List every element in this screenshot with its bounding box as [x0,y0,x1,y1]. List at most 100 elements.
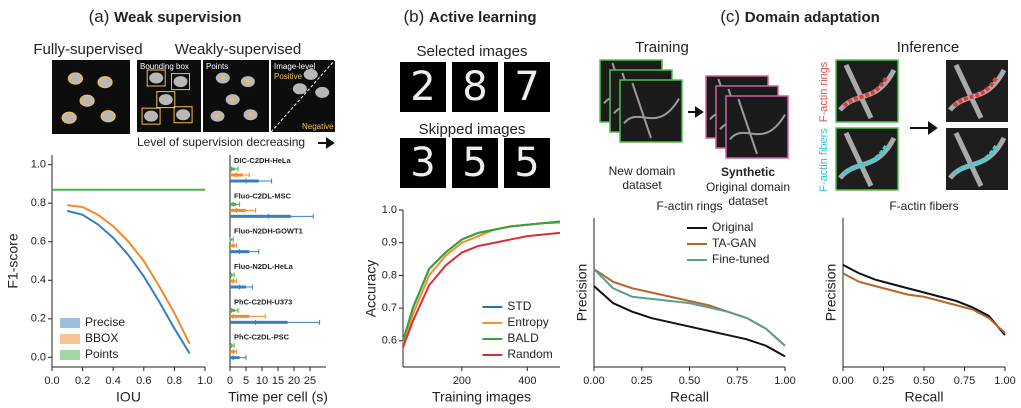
x-axis-label: Time per cell (s) [228,389,328,405]
series-line [843,265,1005,335]
panel-letter: (c) [720,7,740,26]
x-tick-label: 15 [272,375,284,387]
micro-image [620,80,682,142]
cell [98,77,112,88]
error-bar [232,308,238,313]
y-tick-label: 0.9 [382,237,397,249]
cell [68,73,82,84]
error-bar [240,285,253,290]
y-axis-label: Precision [823,264,839,322]
cell-point [216,114,220,118]
error-bar [233,349,236,354]
legend-label: Precise [85,315,125,329]
legend-label: Fine-tuned [712,252,769,266]
arrow-label: Level of supervision decreasing [137,135,305,149]
legend-label: Entropy [507,315,548,329]
category-label: PhC-C2DH-U373 [234,297,292,306]
row-label: F-actin fibers [818,128,830,192]
legend-swatch [60,318,80,328]
y-tick-label: 0.7 [382,302,397,314]
y-axis-label: Accuracy [363,260,379,318]
panel-title: (c) Domain adaptation [720,7,880,26]
x-axis-label: Recall [670,389,709,405]
x-axis-label: Recall [905,389,944,405]
series-line [843,273,1005,333]
image-label: Training [635,39,689,56]
cell [149,73,163,84]
error-bar [233,355,246,360]
legend-swatch [60,334,80,344]
cell-point [231,98,235,102]
y-tick-label: 1.0 [382,204,397,216]
image-tag: Positive [274,72,303,81]
legend-label: BBOX [85,331,118,345]
figure: (a) Weak supervision (b) Active learning… [0,0,1021,408]
category-label: Fluo-C2DL-MSC [234,191,292,200]
x-tick-label: 0.4 [106,375,121,387]
x-tick-label: 200 [453,375,471,387]
error-bar [231,343,234,348]
x-tick-label: 25 [304,375,316,387]
cell [62,112,76,123]
series-line [594,286,785,356]
cell-point [249,113,253,117]
image-tag: Image-level [274,62,316,71]
error-bar [268,214,313,219]
legend-label: STD [507,299,531,313]
x-tick-label: 1.0 [197,375,212,387]
cell [101,111,115,122]
image-tag: Bounding box [140,62,189,71]
y-tick-label: 0.6 [382,335,397,347]
image-tag: Negative [302,122,334,131]
x-tick-label: 0.0 [44,375,59,387]
arrow [688,108,702,116]
legend-label: Points [85,347,118,361]
legend-label: BALD [507,331,539,345]
x-tick-label: 1.00 [994,375,1015,387]
error-bar [240,249,259,254]
x-axis-label: Training images [432,389,531,405]
error-bar [233,279,236,284]
x-tick-label: 1.00 [774,375,795,387]
category-label: Fluo-N2DL-HeLa [234,262,294,271]
x-tick-label: 0.8 [167,375,182,387]
legend-swatch [60,350,80,360]
digit: 2 [410,64,435,110]
category-label: Fluo-N2DH-GOWT1 [234,227,303,236]
panel-letter: (a) [89,7,110,26]
row-label: F-actin rings [818,61,830,122]
image-label: Inference [897,39,960,56]
image-label: Selected images [417,43,528,60]
x-tick-label: 10 [256,375,268,387]
error-bar [246,179,272,184]
image-label: Skipped images [419,121,526,138]
category-label: PhC-C2DL-PSC [234,333,290,342]
x-tick-label: 0.75 [727,375,748,387]
y-tick-label: 0.6 [31,236,46,248]
y-tick-label: 0.8 [31,197,46,209]
digit: 7 [514,64,539,110]
x-tick-label: 20 [288,375,300,387]
cell [315,87,329,98]
x-tick-label: 0.50 [913,375,934,387]
y-axis-label: F1-score [5,233,21,288]
error-bar [236,208,255,213]
image-caption: New domain dataset [600,164,684,192]
cell [80,95,94,106]
cell [159,94,173,105]
panel-name: Weak supervision [114,9,241,26]
x-tick-label: 0.2 [75,375,90,387]
error-bar [233,243,236,248]
digit: 5 [514,140,539,186]
legend-label: Random [507,347,552,361]
panel-name: Domain adaptation [745,9,880,26]
image-label: Weakly-supervised [175,41,301,58]
digit: 5 [462,140,487,186]
cell [293,83,307,94]
legend-label: TA-GAN [712,236,756,250]
image-tag: Points [206,62,228,71]
error-bar [236,173,249,178]
cell [176,109,190,120]
error-bar [233,314,265,319]
x-tick-label: 0.00 [832,375,853,387]
